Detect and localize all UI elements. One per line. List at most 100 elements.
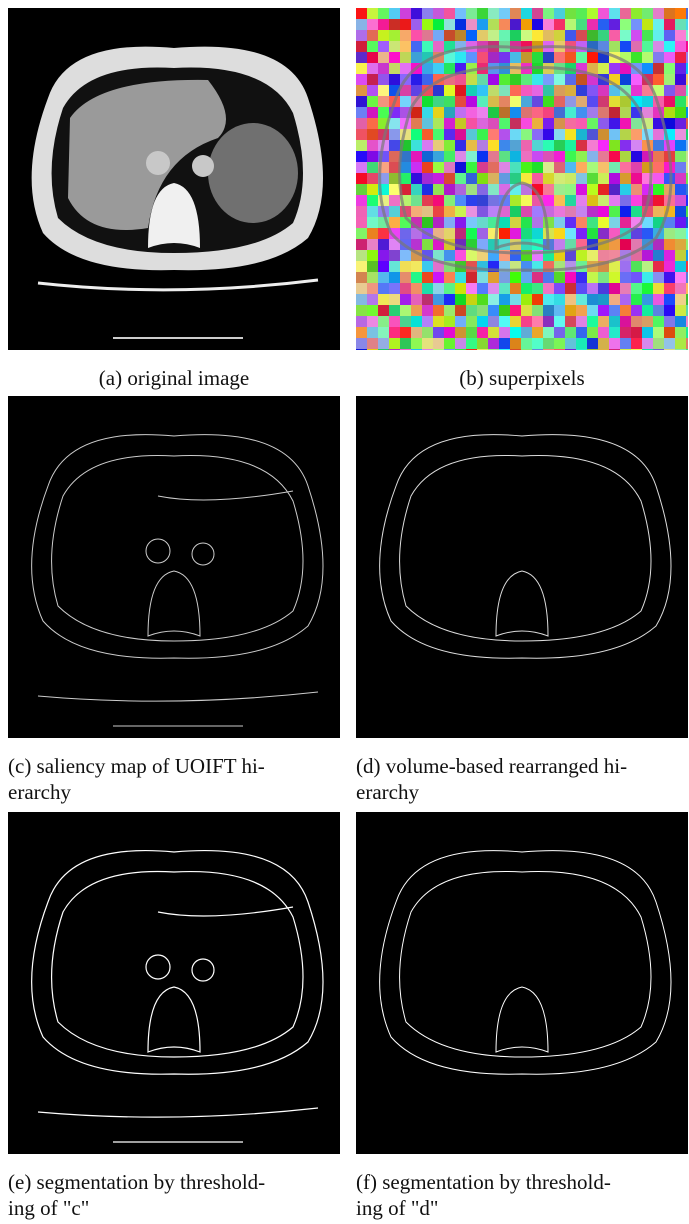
superpixel — [543, 107, 555, 119]
superpixel — [642, 305, 654, 317]
superpixel — [642, 349, 654, 350]
superpixel — [543, 74, 555, 86]
superpixel — [587, 8, 599, 20]
superpixel — [411, 294, 423, 306]
superpixel — [477, 283, 489, 295]
superpixel — [664, 338, 676, 350]
superpixel — [400, 173, 412, 185]
superpixel — [521, 338, 533, 350]
superpixel — [510, 349, 522, 350]
superpixel — [444, 118, 456, 130]
superpixel — [576, 228, 588, 240]
superpixel — [477, 217, 489, 229]
superpixel — [510, 151, 522, 163]
superpixel — [521, 283, 533, 295]
superpixel — [466, 305, 478, 317]
superpixel — [389, 63, 401, 75]
superpixel — [642, 19, 654, 31]
superpixel — [675, 63, 687, 75]
superpixel — [587, 272, 599, 284]
superpixel — [686, 63, 688, 75]
superpixel — [675, 8, 687, 20]
superpixel — [488, 30, 500, 42]
superpixel — [543, 272, 555, 284]
superpixel — [543, 8, 555, 20]
superpixel — [576, 151, 588, 163]
superpixel — [378, 228, 390, 240]
superpixel — [653, 129, 665, 141]
superpixel — [664, 41, 676, 53]
superpixel — [543, 19, 555, 31]
superpixel — [422, 294, 434, 306]
superpixel — [576, 349, 588, 350]
superpixel — [521, 162, 533, 174]
superpixel — [543, 85, 555, 97]
superpixel — [367, 239, 379, 251]
superpixel — [521, 74, 533, 86]
superpixel — [444, 305, 456, 317]
superpixel — [587, 30, 599, 42]
superpixel — [686, 272, 688, 284]
superpixel — [587, 305, 599, 317]
superpixel — [620, 41, 632, 53]
superpixel — [664, 96, 676, 108]
superpixel — [675, 217, 687, 229]
superpixel — [433, 85, 445, 97]
superpixel — [631, 316, 643, 328]
superpixel — [411, 129, 423, 141]
superpixel — [609, 283, 621, 295]
superpixel — [466, 349, 478, 350]
superpixel — [686, 85, 688, 97]
superpixel — [422, 261, 434, 273]
superpixel — [499, 85, 511, 97]
superpixel — [620, 239, 632, 251]
superpixel — [477, 294, 489, 306]
superpixel — [521, 195, 533, 207]
superpixel — [389, 206, 401, 218]
superpixel — [620, 217, 632, 229]
superpixel — [422, 8, 434, 20]
superpixel — [444, 294, 456, 306]
superpixel — [620, 30, 632, 42]
superpixel — [477, 206, 489, 218]
inner-outline — [400, 872, 651, 1058]
superpixel — [598, 217, 610, 229]
inner-outline — [400, 456, 651, 642]
superpixel — [554, 107, 566, 119]
superpixel — [510, 30, 522, 42]
superpixel — [422, 195, 434, 207]
superpixel — [620, 140, 632, 152]
superpixel — [543, 316, 555, 328]
caption-line: erarchy — [356, 779, 689, 805]
superpixel — [587, 173, 599, 185]
superpixel — [609, 118, 621, 130]
spleen — [208, 123, 298, 223]
superpixel — [565, 283, 577, 295]
superpixel — [378, 96, 390, 108]
superpixel — [389, 261, 401, 273]
superpixel — [521, 294, 533, 306]
panel-image — [8, 8, 340, 350]
superpixel — [686, 41, 688, 53]
superpixel — [554, 239, 566, 251]
superpixel — [411, 19, 423, 31]
superpixel — [488, 118, 500, 130]
superpixel — [598, 19, 610, 31]
superpixel — [389, 316, 401, 328]
superpixel — [444, 283, 456, 295]
superpixel — [642, 272, 654, 284]
superpixel — [576, 96, 588, 108]
superpixel — [686, 52, 688, 64]
superpixel — [565, 107, 577, 119]
superpixel — [356, 96, 368, 108]
superpixel — [411, 151, 423, 163]
superpixel — [598, 30, 610, 42]
superpixel — [631, 184, 643, 196]
superpixel — [631, 30, 643, 42]
superpixel — [389, 41, 401, 53]
superpixel — [400, 162, 412, 174]
superpixel — [576, 272, 588, 284]
superpixel — [499, 107, 511, 119]
superpixel — [433, 316, 445, 328]
superpixel — [565, 217, 577, 229]
